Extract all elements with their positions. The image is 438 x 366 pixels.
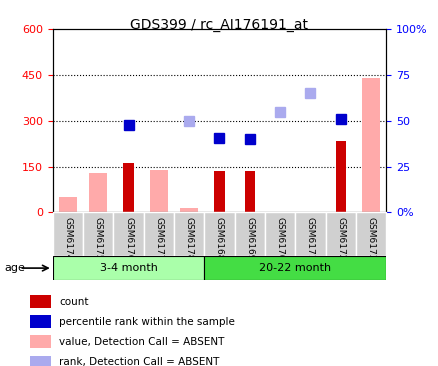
Text: count: count [60, 296, 89, 307]
FancyBboxPatch shape [53, 212, 83, 256]
Bar [30, 355, 51, 366]
Text: GSM6176: GSM6176 [124, 217, 133, 260]
Text: GSM6172: GSM6172 [336, 217, 345, 260]
Bar [214, 171, 224, 212]
Text: 20-22 month: 20-22 month [259, 263, 331, 273]
FancyBboxPatch shape [83, 212, 113, 256]
Bar [149, 169, 168, 212]
FancyBboxPatch shape [265, 212, 295, 256]
Bar [123, 164, 134, 212]
Bar [335, 141, 345, 212]
Bar [30, 315, 51, 328]
Bar [59, 197, 77, 212]
Text: GSM6170: GSM6170 [275, 217, 284, 260]
FancyBboxPatch shape [204, 256, 385, 280]
FancyBboxPatch shape [53, 256, 204, 280]
Text: GSM6174: GSM6174 [63, 217, 72, 260]
Text: GSM6169: GSM6169 [245, 217, 254, 260]
Text: percentile rank within the sample: percentile rank within the sample [60, 317, 235, 327]
Text: rank, Detection Call = ABSENT: rank, Detection Call = ABSENT [60, 357, 219, 366]
Text: GSM6175: GSM6175 [93, 217, 102, 260]
FancyBboxPatch shape [143, 212, 173, 256]
Bar [180, 208, 198, 212]
FancyBboxPatch shape [234, 212, 265, 256]
Text: GSM6178: GSM6178 [184, 217, 193, 260]
Text: value, Detection Call = ABSENT: value, Detection Call = ABSENT [60, 337, 224, 347]
Text: GSM6168: GSM6168 [215, 217, 223, 260]
Text: GDS399 / rc_AI176191_at: GDS399 / rc_AI176191_at [130, 18, 308, 32]
FancyBboxPatch shape [325, 212, 355, 256]
FancyBboxPatch shape [204, 212, 234, 256]
FancyBboxPatch shape [173, 212, 204, 256]
Text: GSM6171: GSM6171 [305, 217, 314, 260]
Bar [361, 78, 379, 212]
FancyBboxPatch shape [113, 212, 143, 256]
FancyBboxPatch shape [295, 212, 325, 256]
Text: 3-4 month: 3-4 month [99, 263, 157, 273]
Bar [30, 335, 51, 348]
Text: GSM6177: GSM6177 [154, 217, 163, 260]
Bar [89, 173, 107, 212]
Bar [244, 171, 254, 212]
Text: age: age [4, 263, 25, 273]
Bar [30, 295, 51, 308]
FancyBboxPatch shape [355, 212, 385, 256]
Text: GSM6173: GSM6173 [366, 217, 375, 260]
